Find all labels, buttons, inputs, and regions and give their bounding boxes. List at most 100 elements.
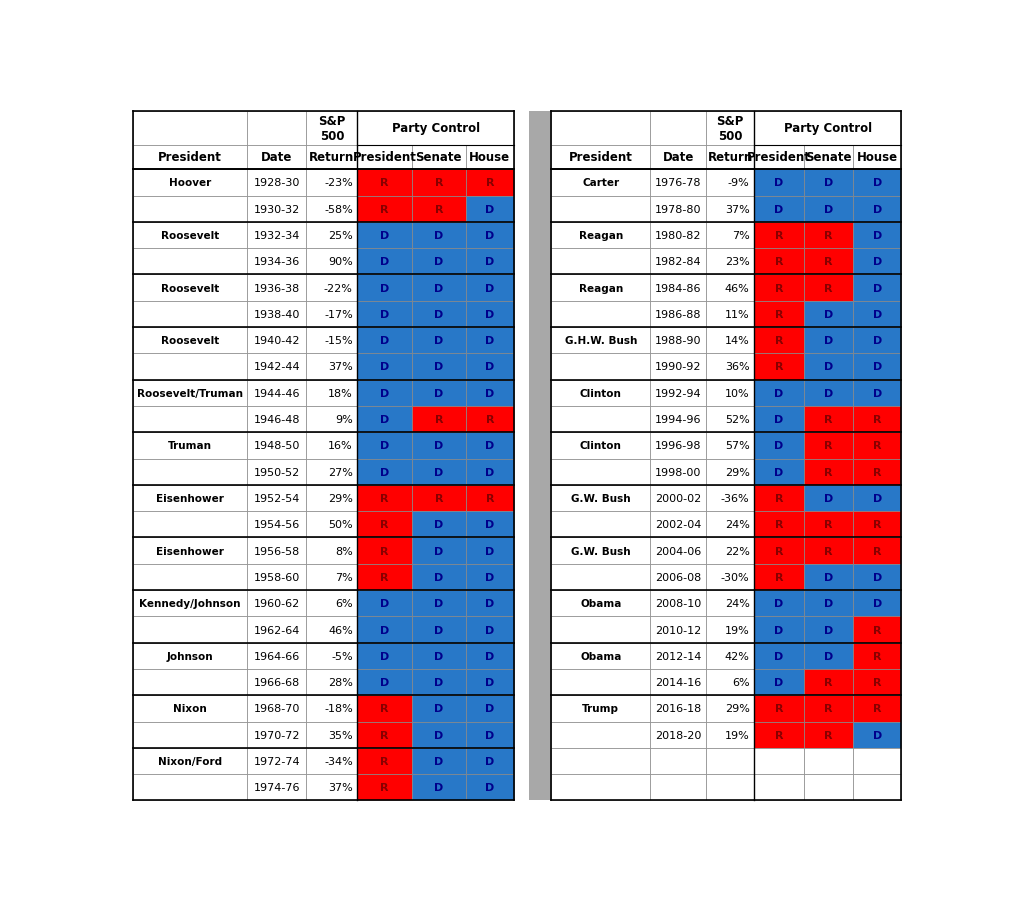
- Bar: [466, 196, 514, 222]
- Bar: [466, 512, 514, 538]
- Text: D: D: [485, 599, 495, 609]
- Text: 2014-16: 2014-16: [655, 677, 701, 687]
- Bar: [133, 774, 248, 801]
- Bar: [853, 302, 901, 328]
- Text: R: R: [775, 230, 783, 241]
- Bar: [650, 564, 707, 591]
- Text: R: R: [824, 284, 833, 293]
- Bar: [853, 459, 901, 485]
- Bar: [755, 512, 804, 538]
- Bar: [412, 302, 466, 328]
- Text: D: D: [872, 284, 882, 293]
- Bar: [853, 617, 901, 643]
- Text: D: D: [380, 362, 389, 372]
- Bar: [804, 354, 853, 380]
- Text: D: D: [380, 441, 389, 451]
- Bar: [133, 222, 248, 249]
- Text: -5%: -5%: [331, 651, 352, 661]
- Bar: [551, 275, 650, 302]
- Bar: [650, 721, 707, 748]
- Text: S&P
500: S&P 500: [318, 115, 345, 143]
- Bar: [650, 111, 707, 145]
- Bar: [755, 617, 804, 643]
- Bar: [755, 380, 804, 406]
- Bar: [412, 485, 466, 512]
- Bar: [804, 591, 853, 617]
- Text: D: D: [434, 388, 443, 398]
- Text: Reagan: Reagan: [579, 284, 623, 293]
- Text: 22%: 22%: [725, 546, 750, 556]
- Bar: [551, 485, 650, 512]
- Text: 10%: 10%: [725, 388, 750, 398]
- Text: R: R: [775, 257, 783, 267]
- Bar: [306, 170, 357, 196]
- Text: 9%: 9%: [335, 414, 352, 424]
- Bar: [133, 695, 248, 721]
- Bar: [412, 380, 466, 406]
- Text: R: R: [873, 625, 882, 635]
- Text: R: R: [824, 414, 833, 424]
- Text: R: R: [824, 730, 833, 740]
- Text: D: D: [485, 783, 495, 793]
- Bar: [466, 275, 514, 302]
- Text: -17%: -17%: [324, 310, 352, 320]
- Bar: [133, 302, 248, 328]
- Bar: [707, 617, 755, 643]
- Text: D: D: [824, 625, 834, 635]
- Text: D: D: [872, 388, 882, 398]
- Bar: [804, 433, 853, 459]
- Bar: [133, 721, 248, 748]
- Bar: [650, 485, 707, 512]
- Bar: [412, 249, 466, 275]
- Bar: [755, 748, 804, 774]
- Text: Party Control: Party Control: [783, 122, 871, 135]
- Text: 1968-70: 1968-70: [254, 703, 300, 713]
- Bar: [755, 695, 804, 721]
- Text: Trump: Trump: [583, 703, 620, 713]
- Text: Kennedy/Johnson: Kennedy/Johnson: [139, 599, 241, 609]
- Text: D: D: [872, 257, 882, 267]
- Text: R: R: [775, 703, 783, 713]
- Text: D: D: [434, 599, 443, 609]
- Bar: [707, 485, 755, 512]
- Text: D: D: [434, 310, 443, 320]
- Text: R: R: [873, 546, 882, 556]
- Bar: [248, 196, 306, 222]
- Bar: [853, 380, 901, 406]
- Bar: [306, 538, 357, 564]
- Text: R: R: [775, 546, 783, 556]
- Text: D: D: [774, 178, 783, 188]
- Text: 18%: 18%: [328, 388, 352, 398]
- Text: Clinton: Clinton: [580, 388, 622, 398]
- Text: 1986-88: 1986-88: [655, 310, 701, 320]
- Bar: [357, 406, 412, 433]
- Bar: [755, 406, 804, 433]
- Text: R: R: [824, 257, 833, 267]
- Text: -9%: -9%: [728, 178, 750, 188]
- Text: D: D: [485, 204, 495, 214]
- Text: D: D: [434, 441, 443, 451]
- Bar: [306, 564, 357, 591]
- Text: D: D: [872, 599, 882, 609]
- Text: D: D: [434, 783, 443, 793]
- Bar: [306, 196, 357, 222]
- Bar: [804, 222, 853, 249]
- Bar: [357, 591, 412, 617]
- Bar: [412, 222, 466, 249]
- Bar: [357, 328, 412, 354]
- Bar: [466, 433, 514, 459]
- Text: D: D: [485, 257, 495, 267]
- Bar: [755, 196, 804, 222]
- Text: D: D: [485, 730, 495, 740]
- Bar: [133, 328, 248, 354]
- Text: 1942-44: 1942-44: [254, 362, 300, 372]
- Text: 1934-36: 1934-36: [254, 257, 300, 267]
- Text: D: D: [774, 467, 783, 477]
- Bar: [306, 591, 357, 617]
- Bar: [466, 354, 514, 380]
- Text: -30%: -30%: [721, 573, 750, 582]
- Text: D: D: [485, 756, 495, 766]
- Bar: [804, 617, 853, 643]
- Bar: [357, 145, 412, 170]
- Text: D: D: [380, 310, 389, 320]
